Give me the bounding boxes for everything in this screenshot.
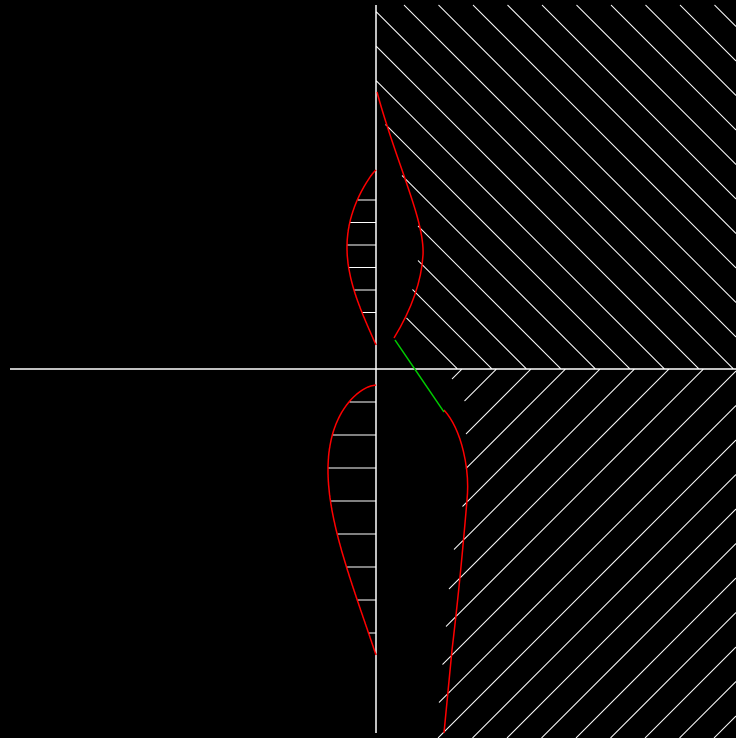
- lower-region-hatch-line: [541, 543, 736, 738]
- lower-region-hatch-line: [472, 474, 736, 738]
- upper-profile-curve: [346, 169, 377, 346]
- lower-region-hatch-line: [610, 612, 736, 738]
- upper-region-hatch-line: [401, 175, 596, 370]
- lower-profile-curve: [327, 384, 377, 656]
- upper-region-hatch-line: [576, 4, 736, 165]
- upper-region-hatch-line: [507, 4, 736, 234]
- upper-region-hatch-line: [417, 225, 562, 370]
- region-hatch-group: [375, 4, 736, 738]
- lower-region-hatch-line: [437, 439, 736, 738]
- upper-region-hatch-line: [541, 4, 736, 200]
- upper-region-hatch-line: [610, 4, 736, 131]
- upper-region-hatch-line: [679, 4, 736, 62]
- upper-region-hatch-line: [412, 289, 493, 370]
- lower-region-hatch-line: [465, 368, 532, 435]
- upper-region-hatch-line: [375, 80, 665, 370]
- lower-region-hatch-line: [438, 405, 736, 703]
- lower-region-hatch-line: [679, 681, 736, 738]
- lower-region-hatch-line: [442, 370, 736, 665]
- upper-region-hatch-line: [472, 4, 736, 269]
- axes-group: [10, 5, 736, 733]
- lower-region-hatch-line: [713, 715, 736, 738]
- lower-right-curve: [443, 409, 469, 734]
- upper-region-hatch-line: [417, 260, 527, 370]
- lower-region-hatch-line: [575, 577, 736, 738]
- lower-region-hatch-line: [448, 368, 670, 590]
- lower-region-hatch-line: [445, 368, 704, 627]
- upper-region-hatch-line: [714, 4, 736, 27]
- upper-region-hatch-line: [645, 4, 736, 96]
- lower-region-hatch-line: [453, 368, 635, 550]
- green-accent-line: [394, 339, 445, 413]
- upper-right-curve: [376, 91, 424, 339]
- upper-region-hatch-line: [375, 11, 734, 370]
- upper-region-hatch-line: [375, 45, 700, 370]
- lower-region-hatch-line: [451, 368, 463, 380]
- lower-region-hatch-line: [465, 368, 566, 469]
- lower-region-hatch-line: [644, 646, 736, 738]
- curves-group: [327, 91, 469, 734]
- lower-region-hatch-line: [464, 368, 497, 402]
- profile-hatch-group: [328, 199, 376, 634]
- upper-region-hatch-line: [406, 317, 458, 370]
- upper-region-hatch-line: [403, 4, 736, 338]
- lower-region-hatch-line: [506, 508, 736, 738]
- upper-region-hatch-line: [438, 4, 736, 303]
- upper-region-hatch-line: [385, 124, 631, 370]
- lower-region-hatch-line: [462, 368, 601, 507]
